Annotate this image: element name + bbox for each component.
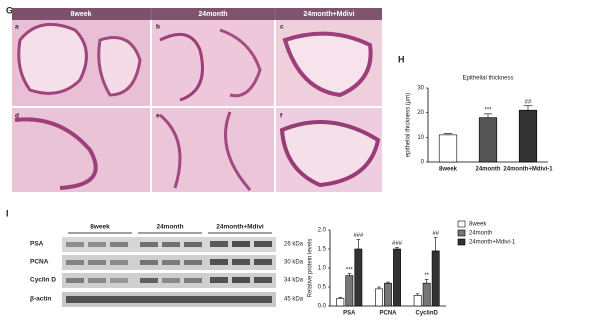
blot-group: 24month — [156, 224, 183, 231]
bar — [375, 288, 383, 307]
x-tick-label: CyclinD — [415, 311, 438, 317]
chart-title: Epithelial thickness — [462, 76, 513, 82]
bar — [431, 250, 440, 307]
bar — [345, 275, 354, 307]
y-tick-label: 1.0 — [318, 266, 327, 272]
blot-row-label: Cyclin D — [30, 277, 56, 284]
blot-group: 24month+Mdivi — [216, 224, 264, 231]
bar — [438, 134, 458, 163]
blot-kda: 34 kDa — [284, 278, 304, 284]
panel-label: H — [398, 54, 405, 64]
image-letter: a — [15, 24, 19, 31]
bar — [336, 298, 345, 307]
legend-label: 24month — [469, 231, 492, 237]
bar — [393, 248, 401, 307]
y-tick-label: 0.0 — [318, 304, 327, 310]
bar — [518, 109, 538, 163]
bar — [478, 117, 498, 163]
significance: ### — [353, 233, 364, 239]
histology-grid — [12, 8, 382, 192]
x-tick-label: PCNA — [379, 311, 397, 317]
image-letter: b — [156, 24, 160, 31]
x-tick-label: PSA — [343, 311, 356, 317]
x-tick-label: 24month — [475, 167, 500, 173]
x-tick-label: 24month+Mdivi-1 — [503, 167, 553, 173]
bar — [384, 282, 392, 307]
x-tick-label: 8week — [439, 167, 458, 173]
y-tick-label: 0 — [421, 160, 425, 166]
blot: 8week 24month 24month+Mdivi PSA PCNA Cyc… — [30, 224, 304, 307]
blot-row-label: β-actin — [30, 296, 51, 303]
blot-row-label: PCNA — [30, 259, 49, 266]
panel-label: I — [6, 208, 9, 218]
legend-swatch — [457, 220, 466, 228]
significance: ## — [432, 231, 439, 237]
significance: ** — [424, 273, 429, 279]
bar — [413, 295, 422, 307]
column-header: 24month+Mdivi — [303, 11, 354, 18]
y-tick-label: 1.5 — [318, 247, 327, 253]
panel-label: G — [6, 5, 13, 15]
y-tick-label: 10 — [417, 135, 424, 141]
significance: ### — [392, 241, 403, 247]
blot-group: 8week — [90, 224, 110, 231]
y-tick-label: 20 — [417, 110, 424, 116]
blot-row-label: PSA — [30, 241, 44, 248]
legend-label: 8week — [469, 222, 487, 228]
image-letter: e — [156, 113, 160, 120]
legend-label: 24month+Mdivi-1 — [469, 240, 516, 246]
y-tick-label: 2.0 — [318, 228, 327, 234]
y-tick-label: 0.5 — [318, 285, 327, 291]
bar — [422, 282, 431, 307]
y-axis-label: epithelial thickness (μm) — [406, 93, 412, 157]
y-axis-label: Relative protein levels — [308, 239, 314, 298]
legend-swatch — [457, 238, 466, 246]
significance: *** — [346, 267, 354, 273]
column-header: 8week — [70, 11, 91, 18]
bar — [354, 248, 363, 307]
blot-kda: 45 kDa — [284, 297, 304, 303]
blot-kda: 30 kDa — [284, 260, 304, 266]
legend-swatch — [457, 229, 466, 237]
blot-kda: 26 kDa — [284, 242, 304, 248]
significance: ## — [525, 99, 532, 105]
column-header: 24month — [198, 11, 227, 18]
y-tick-label: 30 — [417, 86, 424, 92]
image-letter: d — [15, 113, 19, 120]
image-letter: c — [280, 24, 284, 31]
image-letter: f — [280, 113, 283, 120]
significance: *** — [484, 107, 492, 113]
